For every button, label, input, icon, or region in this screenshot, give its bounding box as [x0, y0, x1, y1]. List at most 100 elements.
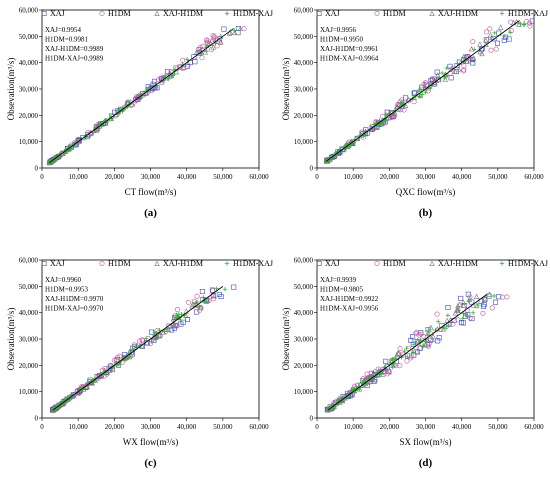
data-point-xaj-h1dm: [226, 30, 233, 36]
chart-panel-2: 0 10,000 20,000 30,000 40,000 50,000 60,000 0 10…: [281, 7, 548, 220]
data-point-xaj-h1dm: [428, 324, 434, 330]
x-tick-label: 30,000: [416, 173, 436, 181]
stat-annotation: XAJ=0.9954: [45, 26, 82, 34]
data-point-h1dm-xaj: [507, 30, 513, 35]
y-tick-label: 20,000: [19, 362, 39, 370]
x-tick-label: 40,000: [452, 173, 472, 181]
data-point-h1dm: [429, 76, 435, 82]
data-point-xaj: [462, 313, 468, 319]
x-tick-label: 30,000: [416, 423, 436, 431]
panel-label: (c): [144, 457, 157, 469]
data-point-h1dm-xaj: [362, 377, 368, 383]
data-point-xaj: [180, 319, 186, 325]
data-point-xaj-h1dm: [183, 312, 189, 318]
data-point-xaj-h1dm: [486, 291, 493, 297]
data-point-h1dm: [112, 357, 118, 363]
data-point-xaj-h1dm: [422, 342, 429, 348]
legend-marker-xaj: [41, 261, 47, 267]
fit-line: [48, 28, 234, 164]
data-point-xaj-h1dm: [414, 348, 420, 354]
data-point-h1dm-xaj: [164, 327, 170, 333]
stat-annotation: H1DM=0.9953: [45, 286, 89, 294]
data-point-h1dm: [387, 369, 393, 375]
data-point-xaj-h1dm: [460, 302, 467, 309]
data-point-h1dm: [504, 294, 510, 300]
data-point-xaj-h1dm: [171, 322, 177, 329]
data-point-h1dm-xaj: [405, 354, 410, 360]
data-point-xaj-h1dm: [419, 340, 425, 346]
x-tick-label: 10,000: [344, 173, 364, 181]
data-point-xaj-h1dm: [231, 29, 238, 35]
data-point-h1dm-xaj: [153, 335, 158, 341]
x-axis-label: WX flow(m³/s): [123, 437, 178, 447]
stat-annotation: H1DM-XAJ=0.9989: [45, 55, 104, 63]
data-point-h1dm: [194, 293, 200, 299]
data-point-h1dm: [524, 18, 530, 24]
chart-panel-4: 0 10,000 20,000 30,000 40,000 50,000 60,000 0 10…: [281, 257, 548, 470]
data-point-xaj-h1dm: [370, 374, 376, 380]
data-point-h1dm-xaj: [222, 287, 228, 292]
x-tick-label: 10,000: [69, 173, 89, 181]
data-point-h1dm-xaj: [383, 112, 389, 117]
chart-panel-1: 0 10,000 20,000 30,000 40,000 50,000 60,000 0 10…: [6, 7, 273, 220]
x-tick-label: 20,000: [105, 173, 125, 181]
data-point-xaj-h1dm: [190, 301, 196, 307]
data-point-h1dm: [136, 338, 142, 344]
data-point-xaj-h1dm: [477, 41, 483, 47]
legend-label: XAJ-H1DM: [438, 259, 478, 268]
data-point-h1dm: [467, 294, 473, 300]
data-point-xaj: [454, 69, 460, 75]
data-point-h1dm: [384, 371, 390, 377]
y-axis-label: Obsevation(m³/s): [6, 58, 16, 121]
data-point-h1dm: [210, 296, 216, 302]
data-point-xaj-h1dm: [477, 48, 483, 55]
data-point-xaj: [151, 78, 157, 84]
legend-label: H1DM: [108, 259, 131, 268]
y-tick-label: 10,000: [19, 138, 39, 146]
data-point-xaj-h1dm: [468, 46, 475, 52]
data-point-h1dm: [404, 358, 410, 364]
data-point-xaj: [491, 36, 497, 42]
data-point-xaj: [495, 40, 501, 46]
data-point-h1dm-xaj: [153, 85, 159, 90]
data-point-h1dm-xaj: [410, 350, 416, 355]
data-point-h1dm: [174, 323, 180, 329]
stat-annotation: XAJ=0.9956: [320, 26, 357, 34]
data-point-xaj-h1dm: [362, 128, 369, 134]
data-point-h1dm: [185, 62, 191, 68]
data-point-xaj-h1dm: [174, 312, 180, 318]
fit-line: [327, 293, 488, 411]
data-point-xaj-h1dm: [84, 383, 90, 390]
legend-marker-xaj-h1dm: [429, 10, 435, 16]
stat-annotation: XAJ=0.9960: [45, 276, 82, 284]
data-point-h1dm-xaj: [466, 298, 471, 304]
data-point-h1dm-xaj: [439, 70, 445, 76]
data-point-h1dm-xaj: [423, 339, 429, 344]
data-point-xaj-h1dm: [367, 378, 374, 384]
data-point-h1dm: [391, 113, 397, 119]
data-point-h1dm-xaj: [194, 299, 200, 305]
data-point-xaj-h1dm: [487, 31, 494, 38]
legend-label: H1DM: [383, 259, 406, 268]
legend-label: XAJ: [325, 259, 340, 268]
legend-marker-h1dm-xaj: [499, 261, 505, 266]
data-point-xaj: [501, 37, 507, 43]
data-point-xaj-h1dm: [456, 66, 462, 72]
x-tick-label: 0: [315, 423, 319, 431]
data-point-h1dm-xaj: [492, 30, 497, 35]
data-point-xaj-h1dm: [425, 337, 431, 343]
data-point-xaj: [458, 295, 464, 301]
data-point-xaj: [481, 302, 487, 308]
data-point-xaj: [231, 284, 237, 290]
data-point-xaj-h1dm: [455, 305, 461, 312]
fit-line: [325, 20, 520, 162]
data-point-h1dm: [434, 311, 440, 317]
x-axis-label: SX flow(m³/s): [400, 437, 452, 447]
data-point-h1dm-xaj: [204, 299, 210, 305]
y-tick-label: 0: [310, 415, 314, 423]
chart-panel-3: 0 10,000 20,000 30,000 40,000 50,000 60,000 0 10…: [6, 257, 273, 470]
x-tick-label: 40,000: [452, 423, 472, 431]
data-point-h1dm: [185, 299, 191, 305]
data-point-xaj-h1dm: [469, 56, 475, 62]
y-tick-label: 40,000: [294, 59, 314, 67]
